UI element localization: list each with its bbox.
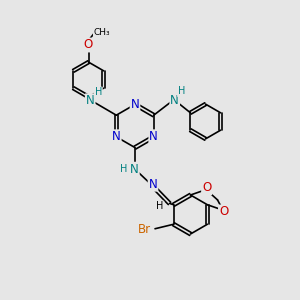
Text: Br: Br [138, 223, 151, 236]
Text: O: O [202, 181, 211, 194]
Text: CH₃: CH₃ [94, 28, 110, 37]
Text: H: H [94, 87, 102, 98]
Text: N: N [86, 94, 94, 107]
Text: O: O [84, 38, 93, 52]
Text: N: N [130, 163, 139, 176]
Text: N: N [170, 94, 179, 107]
Text: N: N [130, 98, 140, 111]
Text: N: N [112, 130, 121, 143]
Text: N: N [149, 130, 158, 143]
Text: N: N [148, 178, 158, 191]
Text: H: H [156, 201, 164, 212]
Text: H: H [120, 164, 127, 174]
Text: O: O [219, 206, 228, 218]
Text: H: H [178, 86, 185, 96]
